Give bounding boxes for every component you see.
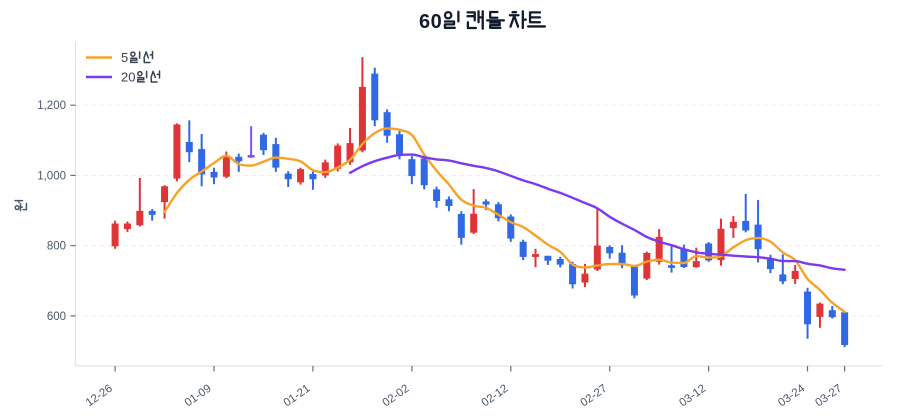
svg-text:02-12: 02-12	[480, 383, 511, 410]
svg-text:60: 60	[419, 11, 442, 33]
svg-text:5: 5	[121, 50, 128, 65]
svg-text:12-26: 12-26	[84, 383, 115, 410]
svg-text:03-12: 03-12	[677, 383, 708, 410]
svg-text:02-27: 02-27	[578, 383, 609, 410]
svg-text:03-27: 03-27	[813, 383, 844, 410]
svg-text:01-21: 01-21	[282, 383, 313, 410]
svg-text:03-24: 03-24	[776, 382, 807, 409]
svg-text:20: 20	[121, 70, 135, 85]
svg-text:1,000: 1,000	[37, 170, 66, 182]
svg-text:1,200: 1,200	[37, 100, 66, 112]
svg-text:01-09: 01-09	[183, 383, 214, 410]
svg-text:02-02: 02-02	[381, 383, 412, 410]
svg-text:800: 800	[47, 241, 66, 253]
svg-text:600: 600	[47, 311, 66, 323]
